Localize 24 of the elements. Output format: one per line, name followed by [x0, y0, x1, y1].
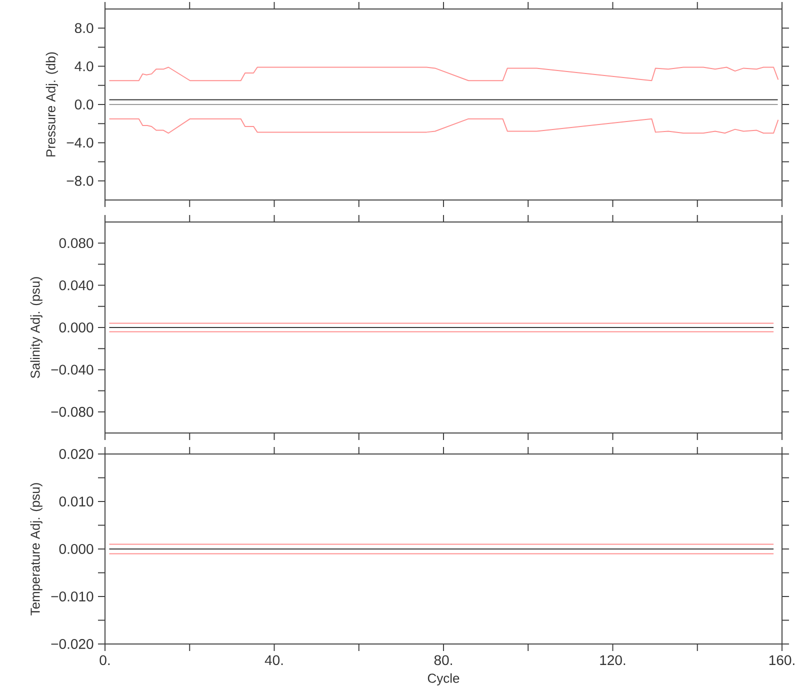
y-tick-label: 0.080	[59, 238, 94, 248]
y-tick-label: 0.010	[59, 496, 94, 506]
x-tick-label: 160.	[769, 655, 794, 666]
x-tick-label: 80.	[434, 655, 452, 666]
y-tick-label: 0.0	[74, 100, 94, 110]
y-tick-label: 8.0	[74, 23, 94, 34]
y-tick-label: −0.020	[51, 639, 94, 649]
y-tick-label: 4.0	[74, 61, 94, 72]
y-tick-label: 0.000	[59, 544, 94, 554]
x-tick-label: 120.	[600, 655, 626, 666]
y-axis-title: Temperature Adj. (psu)	[30, 483, 42, 616]
y-axis-title: Salinity Adj. (psu)	[30, 277, 42, 378]
x-tick-label: 40.	[264, 655, 283, 666]
y-tick-label: −0.010	[51, 592, 94, 602]
y-tick-label: −4.0	[66, 138, 94, 148]
y-tick-label: −0.080	[51, 406, 94, 417]
x-tick-label: 0.	[100, 655, 110, 666]
y-tick-label: 0.040	[59, 280, 94, 290]
y-tick-label: 0.000	[59, 322, 94, 332]
x-axis-title: Cycle	[428, 673, 460, 686]
y-axis-title: Pressure Adj. (db)	[46, 52, 58, 156]
y-tick-label: −8.0	[66, 176, 94, 186]
y-tick-label: −0.040	[51, 364, 94, 375]
y-tick-label: 0.020	[59, 449, 94, 459]
